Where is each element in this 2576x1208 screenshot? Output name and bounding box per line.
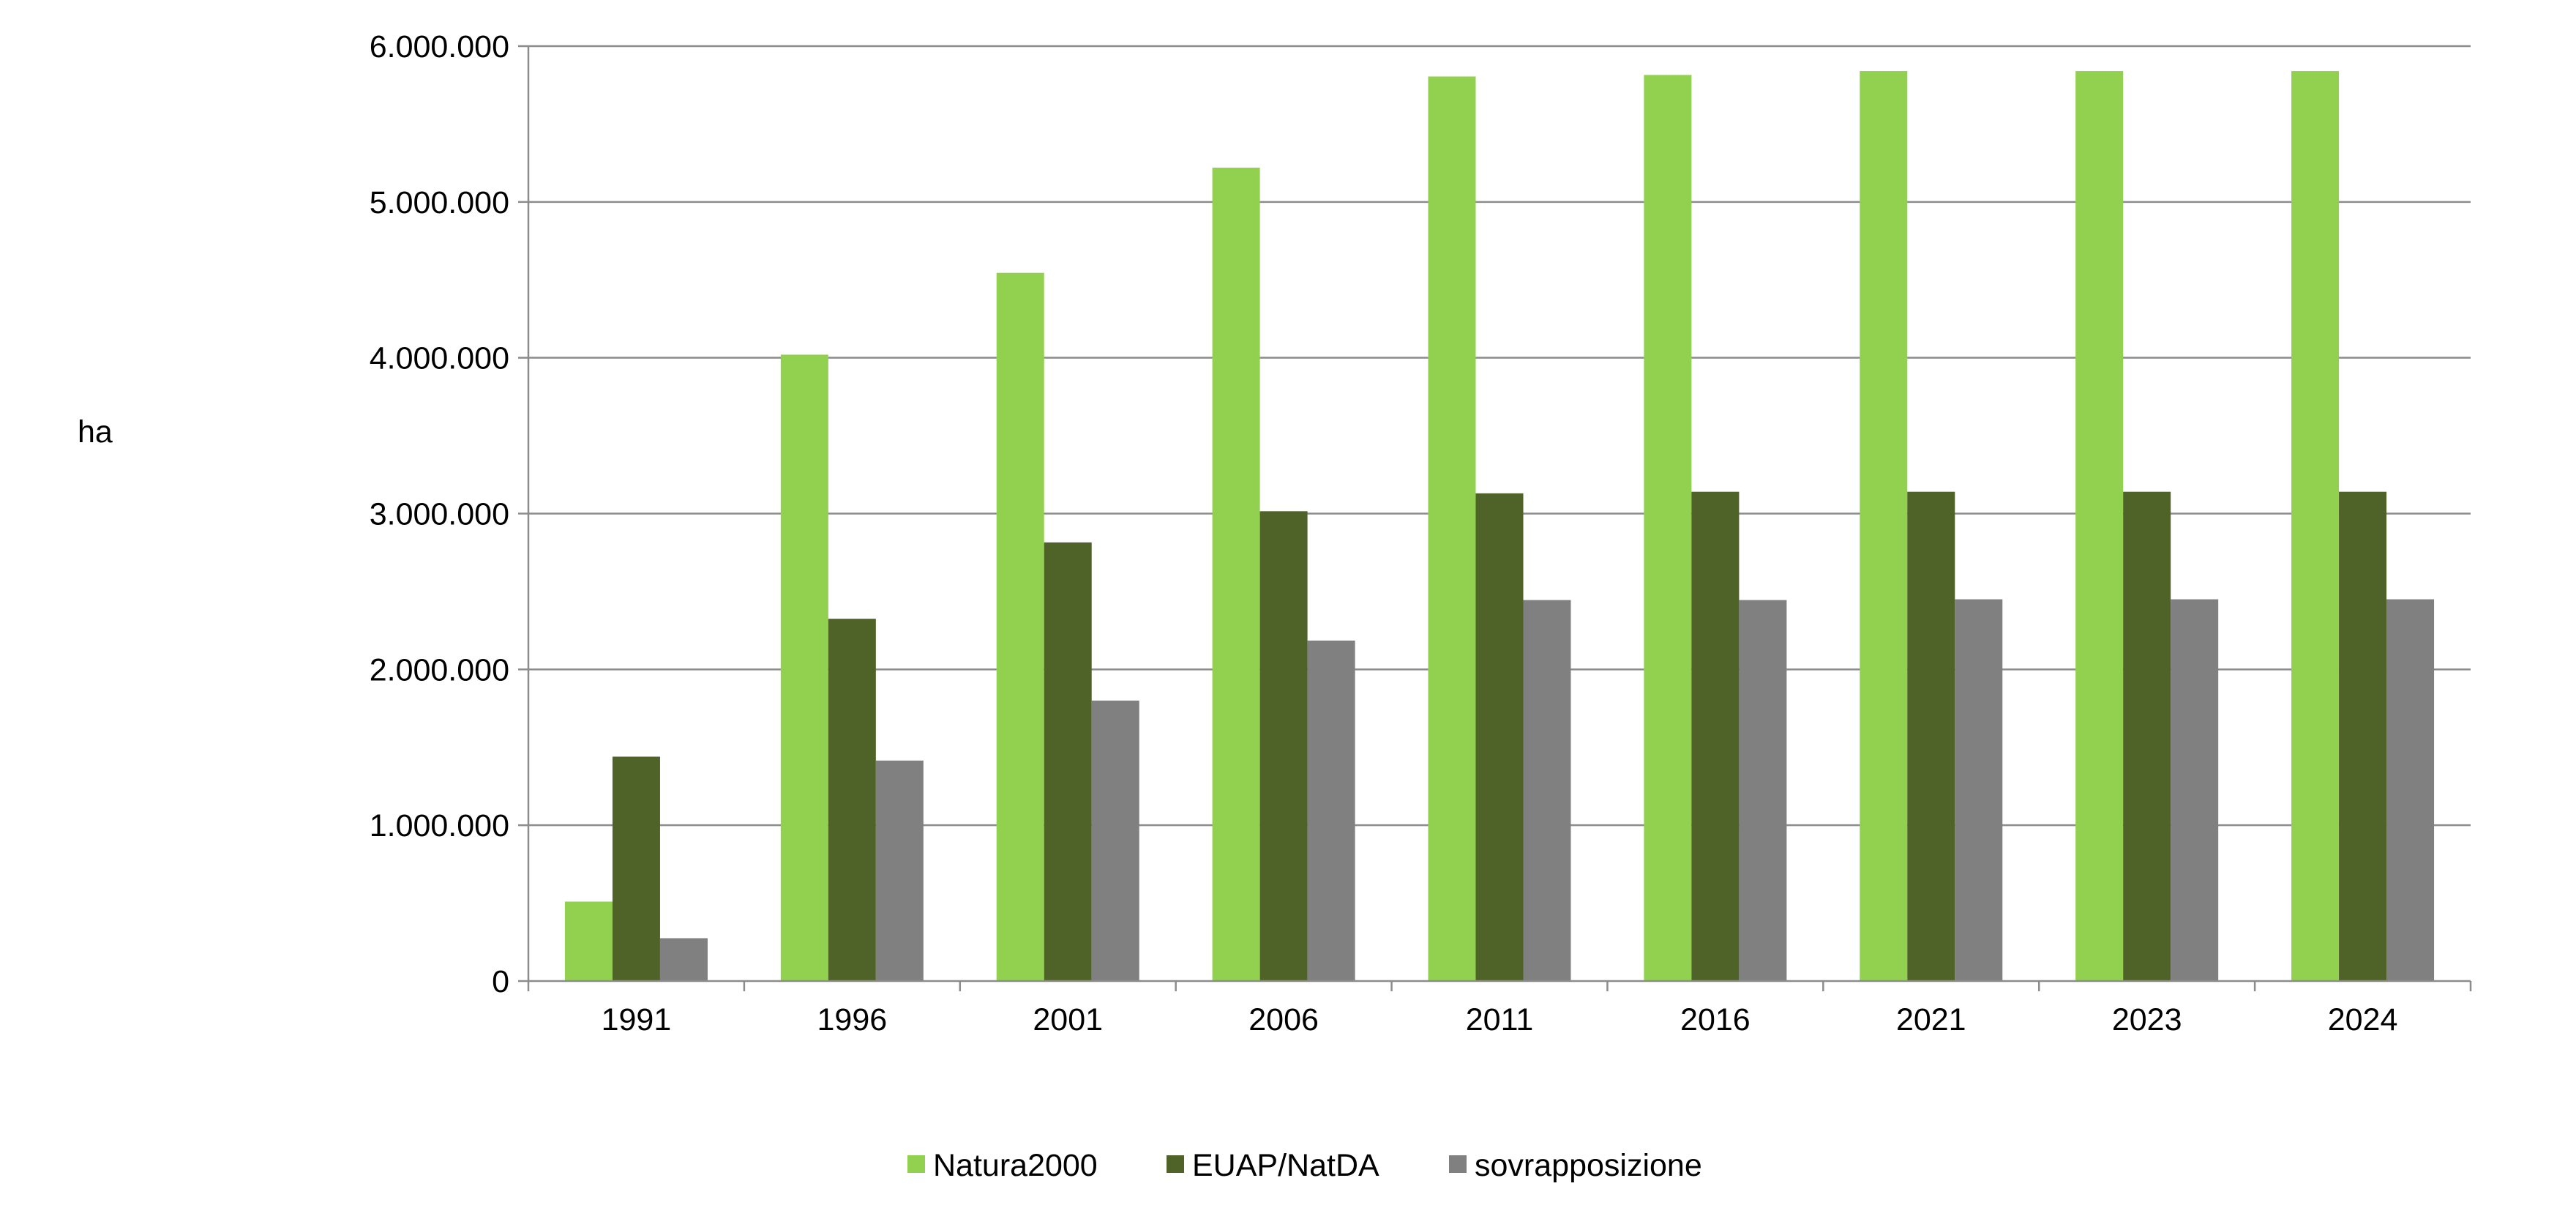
legend-label: sovrapposizione — [1475, 1148, 1702, 1183]
bar-natura2000-2016 — [1644, 75, 1692, 982]
bars — [564, 71, 2435, 982]
x-tick-label: 2021 — [1896, 1002, 1966, 1037]
bar-euap-natda-2021 — [1907, 491, 1955, 981]
y-tick-label: 3.000.000 — [370, 497, 509, 532]
y-tick-label: 4.000.000 — [370, 341, 509, 376]
bar-euap-natda-2001 — [1044, 542, 1092, 981]
x-tick-label: 2016 — [1680, 1002, 1751, 1037]
bar-sovrapposizione-2001 — [1091, 700, 1139, 981]
x-tick-label: 2024 — [2328, 1002, 2398, 1037]
bar-sovrapposizione-2024 — [2386, 599, 2435, 981]
bar-euap-natda-2011 — [1475, 493, 1524, 981]
bar-sovrapposizione-2023 — [2171, 599, 2219, 981]
bar-natura2000-2021 — [1860, 71, 1908, 981]
legend-label: Natura2000 — [933, 1148, 1098, 1183]
bar-sovrapposizione-2016 — [1739, 600, 1787, 981]
y-tick-label: 6.000.000 — [370, 29, 509, 64]
x-tick-label: 1991 — [602, 1002, 672, 1037]
bar-natura2000-2001 — [996, 272, 1044, 981]
y-tick-label: 2.000.000 — [370, 652, 509, 687]
bar-natura2000-1996 — [780, 354, 828, 981]
x-axis-labels: 1991 1996 2001 2006 2011 2016 2021 2023 2024 — [602, 1002, 2398, 1037]
bar-euap-natda-1991 — [612, 756, 660, 981]
legend: Natura2000 EUAP/NatDA sovrapposizione — [907, 1148, 1702, 1183]
bar-natura2000-2011 — [1428, 76, 1476, 982]
legend-swatch-sovrapposizione — [1449, 1155, 1467, 1173]
x-tick-label: 2006 — [1248, 1002, 1319, 1037]
legend-swatch-euap-natda — [1167, 1155, 1184, 1173]
bar-sovrapposizione-1996 — [875, 760, 924, 981]
bar-euap-natda-2006 — [1259, 511, 1308, 981]
bar-natura2000-2006 — [1212, 168, 1260, 981]
legend-label: EUAP/NatDA — [1192, 1148, 1379, 1183]
bar-euap-natda-1996 — [828, 619, 876, 981]
y-axis-label: ha — [78, 414, 113, 450]
bar-euap-natda-2023 — [2123, 491, 2171, 981]
x-tick-label: 2001 — [1033, 1002, 1103, 1037]
y-tick-label: 5.000.000 — [370, 185, 509, 220]
legend-swatch-natura2000 — [907, 1155, 925, 1173]
bar-euap-natda-2016 — [1691, 491, 1740, 981]
x-axis — [518, 45, 2472, 991]
bar-sovrapposizione-2006 — [1307, 640, 1355, 981]
y-tick-label: 0 — [492, 964, 509, 999]
bar-natura2000-2023 — [2075, 71, 2124, 981]
x-tick-label: 1996 — [817, 1002, 887, 1037]
y-axis-ticks: 0 1.000.000 2.000.000 3.000.000 4.000.000 5.0… — [370, 29, 509, 999]
bar-sovrapposizione-2021 — [1955, 599, 2003, 981]
y-tick-label: 1.000.000 — [370, 808, 509, 843]
bar-sovrapposizione-2011 — [1523, 600, 1571, 981]
x-tick-label: 2011 — [1466, 1002, 1533, 1037]
bar-euap-natda-2024 — [2339, 491, 2387, 981]
bar-natura2000-2024 — [2291, 71, 2340, 981]
bar-natura2000-1991 — [564, 901, 613, 981]
x-tick-label: 2023 — [2112, 1002, 2182, 1037]
bar-sovrapposizione-1991 — [659, 938, 708, 981]
